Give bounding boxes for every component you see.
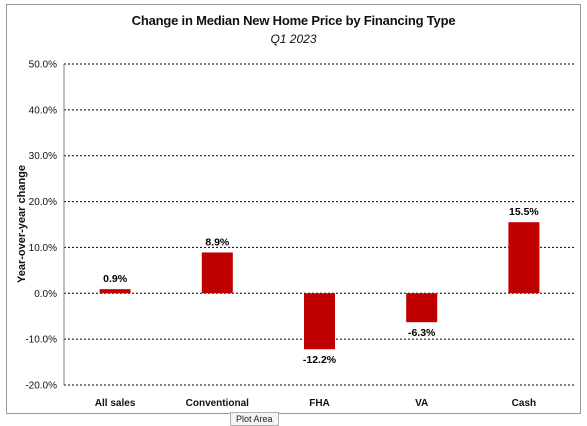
y-tick-label: 10.0% [29, 243, 57, 254]
x-tick-label: FHA [309, 398, 330, 409]
bar [304, 293, 335, 350]
x-tick-label: VA [415, 398, 428, 409]
x-tick-label: Conventional [186, 398, 250, 409]
data-label: -6.3% [408, 327, 436, 339]
y-tick-label: -20.0% [25, 381, 57, 392]
chart-frame [6, 4, 581, 414]
y-tick-label: 50.0% [29, 60, 57, 71]
y-tick-label: 20.0% [29, 197, 57, 208]
chart-title: Change in Median New Home Price by Finan… [131, 13, 456, 28]
y-tick-label: 30.0% [29, 151, 57, 162]
y-tick-label: -10.0% [25, 335, 57, 346]
bar [99, 289, 131, 294]
bar [508, 222, 540, 294]
y-tick-label: 40.0% [29, 105, 57, 116]
bar [201, 252, 233, 294]
data-label: -12.2% [303, 354, 337, 366]
data-label: 0.9% [103, 273, 128, 285]
plot-area-tooltip: Plot Area [230, 412, 279, 426]
x-tick-label: All sales [95, 398, 136, 409]
x-tick-label: Cash [512, 398, 536, 409]
data-label: 15.5% [509, 206, 539, 218]
data-label: 8.9% [205, 236, 230, 248]
chart-subtitle: Q1 2023 [270, 32, 317, 46]
bar [406, 293, 438, 323]
y-tick-label: 0.0% [34, 289, 57, 300]
